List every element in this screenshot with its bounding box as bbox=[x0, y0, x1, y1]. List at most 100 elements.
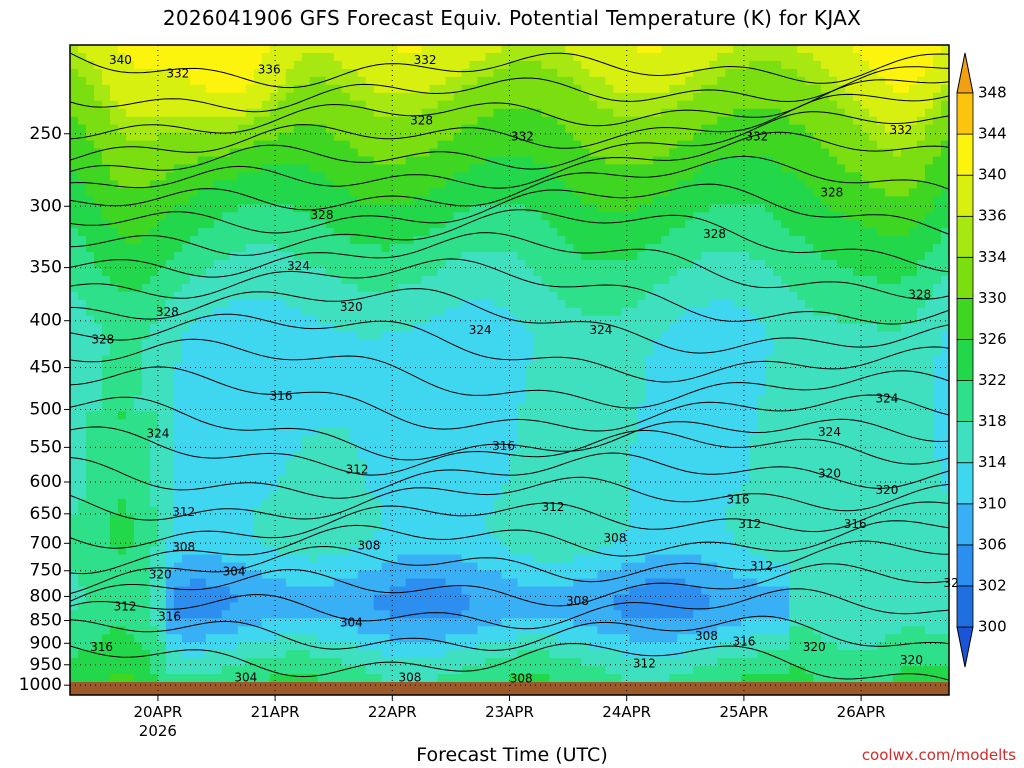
field-cell bbox=[517, 60, 527, 70]
field-cell bbox=[541, 642, 551, 651]
field-cell bbox=[94, 132, 103, 142]
field-cell bbox=[117, 267, 127, 277]
field-cell bbox=[317, 522, 327, 532]
field-cell bbox=[237, 562, 247, 572]
field-cell bbox=[517, 459, 527, 468]
field-cell bbox=[453, 467, 463, 476]
field-cell bbox=[341, 244, 351, 253]
field-cell bbox=[245, 291, 255, 301]
field-cell bbox=[373, 451, 383, 460]
field-cell bbox=[357, 387, 367, 396]
field-cell bbox=[173, 84, 183, 94]
field-cell bbox=[421, 53, 431, 62]
field-cell bbox=[245, 666, 255, 675]
field-cell bbox=[509, 260, 519, 269]
field-cell bbox=[557, 220, 566, 229]
field-cell bbox=[413, 236, 423, 245]
field-cell bbox=[453, 658, 463, 667]
field-cell bbox=[117, 514, 127, 524]
field-cell bbox=[102, 642, 111, 651]
field-cell bbox=[469, 188, 479, 197]
field-cell bbox=[181, 53, 191, 62]
field-cell bbox=[365, 156, 375, 166]
field-cell bbox=[437, 506, 447, 516]
field-cell bbox=[277, 212, 287, 221]
field-cell bbox=[189, 650, 199, 659]
field-cell bbox=[301, 299, 311, 309]
field-cell bbox=[485, 76, 495, 86]
field-cell bbox=[533, 538, 543, 548]
field-cell bbox=[165, 554, 175, 564]
field-cell bbox=[445, 602, 455, 611]
field-cell bbox=[117, 451, 127, 460]
field-cell bbox=[173, 506, 183, 516]
field-cell bbox=[509, 212, 519, 221]
field-cell bbox=[173, 132, 183, 142]
field-cell bbox=[501, 475, 511, 484]
field-cell bbox=[429, 331, 439, 341]
field-cell bbox=[477, 363, 487, 373]
field-cell bbox=[141, 498, 151, 508]
field-cell bbox=[253, 419, 263, 428]
field-cell bbox=[453, 395, 463, 404]
field-cell bbox=[245, 570, 255, 580]
field-cell bbox=[413, 204, 423, 213]
field-cell bbox=[117, 236, 127, 245]
field-cell bbox=[341, 196, 351, 205]
field-cell bbox=[565, 315, 574, 325]
field-cell bbox=[461, 514, 471, 524]
field-cell bbox=[509, 68, 519, 78]
field-cell bbox=[102, 658, 111, 667]
field-cell bbox=[102, 482, 111, 492]
field-cell bbox=[397, 68, 407, 78]
field-cell bbox=[86, 427, 95, 436]
field-cell bbox=[245, 68, 255, 78]
field-cell bbox=[125, 395, 135, 404]
field-cell bbox=[517, 172, 527, 181]
field-cell bbox=[253, 331, 263, 341]
field-cell bbox=[245, 252, 255, 261]
field-cell bbox=[110, 45, 119, 54]
field-cell bbox=[301, 339, 311, 349]
field-cell bbox=[149, 427, 159, 436]
field-cell bbox=[413, 275, 423, 285]
field-cell bbox=[469, 618, 479, 627]
field-cell bbox=[509, 339, 519, 349]
field-cell bbox=[469, 212, 479, 221]
field-cell bbox=[102, 467, 111, 476]
field-cell bbox=[94, 634, 103, 643]
field-cell bbox=[94, 355, 103, 365]
field-cell bbox=[525, 395, 535, 404]
field-cell bbox=[461, 554, 471, 564]
field-cell bbox=[445, 347, 455, 357]
field-cell bbox=[301, 53, 311, 62]
field-cell bbox=[509, 674, 519, 683]
field-cell bbox=[341, 307, 351, 317]
field-cell bbox=[253, 411, 263, 420]
field-cell bbox=[221, 642, 231, 651]
field-cell bbox=[413, 156, 423, 166]
field-cell bbox=[421, 68, 431, 78]
field-cell bbox=[197, 554, 207, 564]
field-cell bbox=[429, 164, 439, 173]
field-cell bbox=[365, 371, 375, 381]
field-cell bbox=[301, 650, 311, 659]
field-cell bbox=[517, 411, 527, 420]
field-cell bbox=[549, 411, 559, 420]
field-cell bbox=[533, 299, 543, 309]
field-cell bbox=[381, 490, 391, 500]
field-cell bbox=[78, 658, 87, 667]
field-cell bbox=[125, 132, 135, 142]
field-cell bbox=[301, 220, 311, 229]
field-cell bbox=[70, 220, 79, 229]
field-cell bbox=[102, 124, 111, 134]
field-cell bbox=[349, 347, 359, 357]
field-cell bbox=[565, 299, 574, 309]
field-cell bbox=[405, 347, 415, 357]
field-cell bbox=[373, 602, 383, 611]
field-cell bbox=[541, 307, 551, 317]
field-cell bbox=[557, 291, 566, 301]
field-cell bbox=[389, 387, 399, 396]
field-cell bbox=[261, 618, 271, 627]
field-cell bbox=[229, 602, 239, 611]
